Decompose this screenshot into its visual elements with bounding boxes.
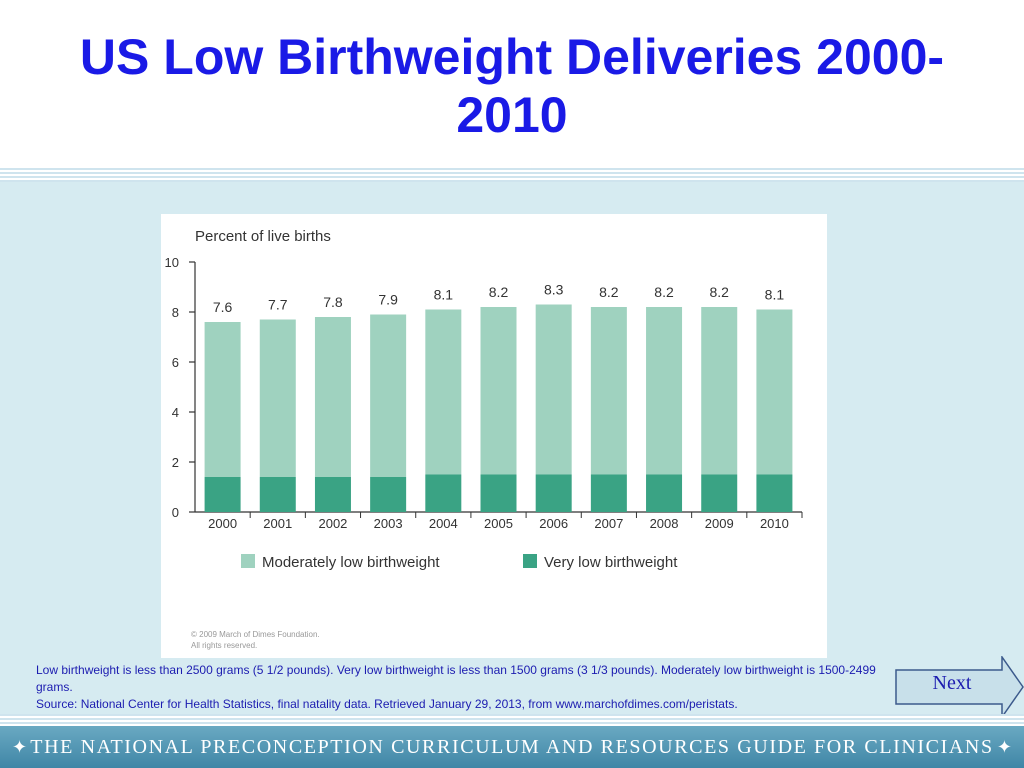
bar-moderately-low-2000 bbox=[204, 322, 241, 477]
chart-title: Percent of live births bbox=[195, 228, 331, 245]
title-area: US Low Birthweight Deliveries 2000-2010 bbox=[0, 0, 1024, 172]
bar-moderately-low-2009 bbox=[701, 307, 738, 475]
bar-very-low-2001 bbox=[259, 477, 296, 512]
caption: Low birthweight is less than 2500 grams … bbox=[36, 662, 886, 713]
x-tick-label: 2002 bbox=[318, 516, 347, 531]
bar-moderately-low-2004 bbox=[425, 309, 462, 475]
bar-very-low-2008 bbox=[646, 474, 683, 512]
bar-very-low-2002 bbox=[314, 477, 351, 512]
bar-moderately-low-2003 bbox=[370, 314, 407, 477]
y-tick-label: 8 bbox=[172, 305, 179, 320]
data-label-total: 8.2 bbox=[599, 284, 619, 300]
y-tick-label: 10 bbox=[165, 255, 179, 270]
footer-bar: ✦ THE NATIONAL PRECONCEPTION CURRICULUM … bbox=[0, 726, 1024, 768]
data-label-total: 7.6 bbox=[213, 299, 233, 315]
copyright-line-1: © 2009 March of Dimes Foundation. bbox=[191, 630, 320, 639]
bar-very-low-2007 bbox=[590, 474, 627, 512]
footer-star-left-icon: ✦ bbox=[12, 737, 28, 757]
data-label-total: 8.2 bbox=[709, 284, 729, 300]
low-birthweight-chart: Percent of live births 0 2 4 6 8 10 7.6 2000 7.7 2… bbox=[165, 228, 803, 650]
bar-moderately-low-2006 bbox=[535, 304, 572, 475]
legend-label-moderately-low: Moderately low birthweight bbox=[262, 554, 440, 571]
y-tick-label: 2 bbox=[172, 455, 179, 470]
bar-very-low-2010 bbox=[756, 474, 793, 512]
bar-moderately-low-2002 bbox=[314, 317, 351, 477]
x-tick-label: 2000 bbox=[208, 516, 237, 531]
bar-very-low-2006 bbox=[535, 474, 572, 512]
x-tick-label: 2010 bbox=[760, 516, 789, 531]
bar-very-low-2004 bbox=[425, 474, 462, 512]
legend-label-very-low: Very low birthweight bbox=[544, 554, 678, 571]
x-tick-label: 2007 bbox=[594, 516, 623, 531]
x-tick-label: 2009 bbox=[705, 516, 734, 531]
bar-very-low-2003 bbox=[370, 477, 407, 512]
bottom-divider-stripes bbox=[0, 714, 1024, 726]
data-label-total: 8.1 bbox=[765, 287, 785, 303]
footer-star-right-icon: ✦ bbox=[996, 737, 1012, 757]
bar-very-low-2009 bbox=[701, 474, 738, 512]
data-label-total: 8.2 bbox=[489, 284, 509, 300]
next-button[interactable]: Next bbox=[894, 656, 1024, 718]
next-label: Next bbox=[932, 672, 972, 694]
footer-text: THE NATIONAL PRECONCEPTION CURRICULUM AN… bbox=[30, 736, 994, 758]
bar-moderately-low-2008 bbox=[646, 307, 683, 475]
top-divider-stripes bbox=[0, 168, 1024, 182]
bar-moderately-low-2007 bbox=[590, 307, 627, 475]
y-tick-label: 4 bbox=[172, 405, 179, 420]
caption-definition: Low birthweight is less than 2500 grams … bbox=[36, 663, 876, 694]
bar-moderately-low-2001 bbox=[259, 319, 296, 477]
chart-panel: Percent of live births 0 2 4 6 8 10 7.6 2000 7.7 2… bbox=[161, 214, 827, 658]
bar-very-low-2005 bbox=[480, 474, 517, 512]
legend-swatch-moderately-low bbox=[241, 554, 255, 568]
bar-very-low-2000 bbox=[204, 477, 241, 512]
x-tick-label: 2005 bbox=[484, 516, 513, 531]
x-tick-label: 2003 bbox=[374, 516, 403, 531]
legend-swatch-very-low bbox=[523, 554, 537, 568]
data-label-total: 8.2 bbox=[654, 284, 674, 300]
y-tick-label: 0 bbox=[172, 505, 179, 520]
x-tick-label: 2008 bbox=[650, 516, 679, 531]
data-label-total: 8.1 bbox=[434, 287, 454, 303]
x-tick-label: 2001 bbox=[263, 516, 292, 531]
x-tick-label: 2006 bbox=[539, 516, 568, 531]
x-tick-label: 2004 bbox=[429, 516, 458, 531]
data-label-total: 8.3 bbox=[544, 282, 564, 298]
data-label-total: 7.7 bbox=[268, 297, 288, 313]
next-arrow-icon bbox=[895, 656, 1024, 718]
bar-moderately-low-2005 bbox=[480, 307, 517, 475]
bar-moderately-low-2010 bbox=[756, 309, 793, 475]
slide-title: US Low Birthweight Deliveries 2000-2010 bbox=[79, 29, 945, 143]
y-tick-label: 6 bbox=[172, 355, 179, 370]
data-label-total: 7.9 bbox=[378, 292, 398, 308]
caption-source: Source: National Center for Health Stati… bbox=[36, 697, 738, 711]
data-label-total: 7.8 bbox=[323, 294, 343, 310]
copyright-line-2: All rights reserved. bbox=[191, 641, 257, 650]
